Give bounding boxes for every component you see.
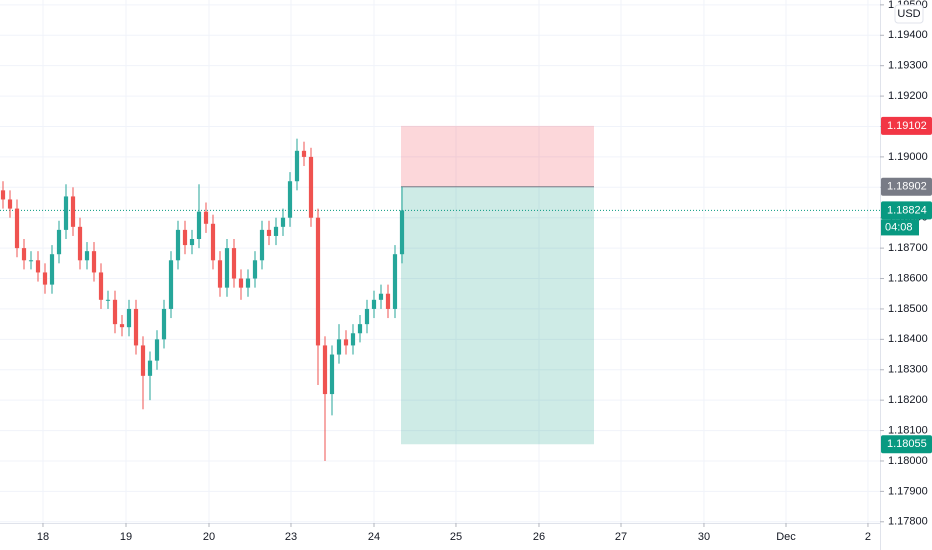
candle-body bbox=[280, 217, 286, 227]
candle-body bbox=[175, 229, 181, 261]
candle-body bbox=[91, 251, 97, 273]
y-tick-label: 1.18700 bbox=[888, 242, 928, 254]
x-tick-label: Dec bbox=[776, 531, 796, 543]
target-price-label-box bbox=[881, 435, 932, 454]
countdown-box bbox=[881, 219, 919, 236]
candle-body bbox=[217, 260, 223, 288]
candle-body bbox=[203, 211, 209, 224]
y-tick-label: 1.19300 bbox=[888, 60, 928, 72]
y-tick-label: 1.18300 bbox=[888, 364, 928, 376]
candle-body bbox=[14, 208, 20, 249]
candle-body bbox=[378, 293, 384, 300]
candle-body bbox=[189, 238, 195, 246]
y-tick-label: 1.18500 bbox=[888, 303, 928, 315]
candle-body bbox=[252, 260, 258, 279]
candle-body bbox=[343, 339, 349, 346]
y-tick-label: 1.18100 bbox=[888, 424, 928, 436]
stop-zone bbox=[401, 125, 594, 187]
x-tick-label: 23 bbox=[285, 531, 297, 543]
candle-body bbox=[112, 299, 118, 325]
candle-body bbox=[245, 278, 251, 288]
y-tick-label: 1.17900 bbox=[888, 485, 928, 497]
candle-body bbox=[238, 278, 244, 288]
target-zone bbox=[401, 186, 594, 445]
entry-price-label-box bbox=[881, 177, 932, 196]
candle-body bbox=[147, 360, 153, 376]
candle-body bbox=[70, 196, 76, 227]
candle-body bbox=[161, 308, 167, 340]
candle-body bbox=[308, 156, 314, 218]
candle-body bbox=[168, 260, 174, 309]
candle-body bbox=[84, 251, 90, 261]
y-tick-label: 1.19400 bbox=[888, 29, 928, 41]
candle-body bbox=[105, 299, 111, 301]
candle-body bbox=[63, 196, 69, 230]
candle-body bbox=[273, 226, 279, 236]
stop-price-label-box bbox=[881, 116, 932, 135]
candle-body bbox=[98, 272, 104, 300]
y-tick-label: 1.17800 bbox=[888, 516, 928, 528]
candle-body bbox=[385, 293, 391, 309]
y-tick-label: 1.19200 bbox=[888, 90, 928, 102]
candle-body bbox=[154, 339, 160, 361]
candle-body bbox=[329, 354, 335, 395]
candle-body bbox=[42, 272, 48, 285]
candle-body bbox=[364, 308, 370, 325]
candle-body bbox=[196, 211, 202, 239]
candle-body bbox=[259, 229, 265, 261]
candle-body bbox=[266, 229, 272, 236]
x-tick-label: 27 bbox=[615, 531, 627, 543]
y-tick-label: 1.18200 bbox=[888, 394, 928, 406]
candle-body bbox=[133, 308, 139, 346]
last-price-label: 1.18824 bbox=[887, 204, 927, 216]
x-tick-label: 25 bbox=[450, 531, 462, 543]
candle-body bbox=[399, 210, 405, 255]
candle-body bbox=[7, 199, 13, 209]
x-tick-label: 18 bbox=[37, 531, 49, 543]
candle-body bbox=[0, 190, 6, 200]
candle-body bbox=[35, 260, 41, 273]
candle-body bbox=[140, 345, 146, 376]
x-tick-label: 20 bbox=[203, 531, 215, 543]
candle-body bbox=[77, 226, 83, 261]
candle-body bbox=[294, 150, 300, 182]
candle-body bbox=[322, 345, 328, 395]
candle-body bbox=[126, 308, 132, 328]
candle-body bbox=[371, 299, 377, 309]
candle-body bbox=[231, 248, 237, 279]
currency: USD bbox=[897, 8, 920, 20]
candle-body bbox=[21, 248, 27, 261]
candle-body bbox=[119, 324, 125, 328]
x-tick-label: 19 bbox=[120, 531, 132, 543]
candle-body bbox=[28, 260, 34, 262]
currency-box bbox=[894, 4, 924, 24]
target-price-label: 1.18055 bbox=[887, 438, 927, 450]
candle-body bbox=[224, 248, 230, 288]
x-tick-label: 30 bbox=[698, 531, 710, 543]
candle-body bbox=[315, 217, 321, 346]
stop-price-label: 1.19102 bbox=[887, 120, 927, 132]
y-tick-label: 1.18600 bbox=[888, 272, 928, 284]
countdown: 04:08 bbox=[885, 221, 913, 233]
candle-body bbox=[182, 229, 188, 246]
candle-body bbox=[392, 254, 398, 309]
y-tick-label: 1.18000 bbox=[888, 455, 928, 467]
last-price-label-box bbox=[881, 201, 932, 220]
candle-body bbox=[336, 339, 342, 355]
entry-price-label: 1.18902 bbox=[887, 181, 927, 193]
x-tick-label: 26 bbox=[533, 531, 545, 543]
candle-body bbox=[357, 324, 363, 334]
candle-body bbox=[49, 254, 55, 285]
x-tick-label: 24 bbox=[368, 531, 380, 543]
y-tick-label: 1.18400 bbox=[888, 333, 928, 345]
x-tick-label: 2 bbox=[865, 531, 871, 543]
candle-body bbox=[287, 181, 293, 218]
candle-body bbox=[350, 333, 356, 346]
y-tick-label: 1.19000 bbox=[888, 151, 928, 163]
candle-body bbox=[210, 223, 216, 261]
candle-body bbox=[56, 229, 62, 255]
candle-body bbox=[301, 150, 307, 157]
